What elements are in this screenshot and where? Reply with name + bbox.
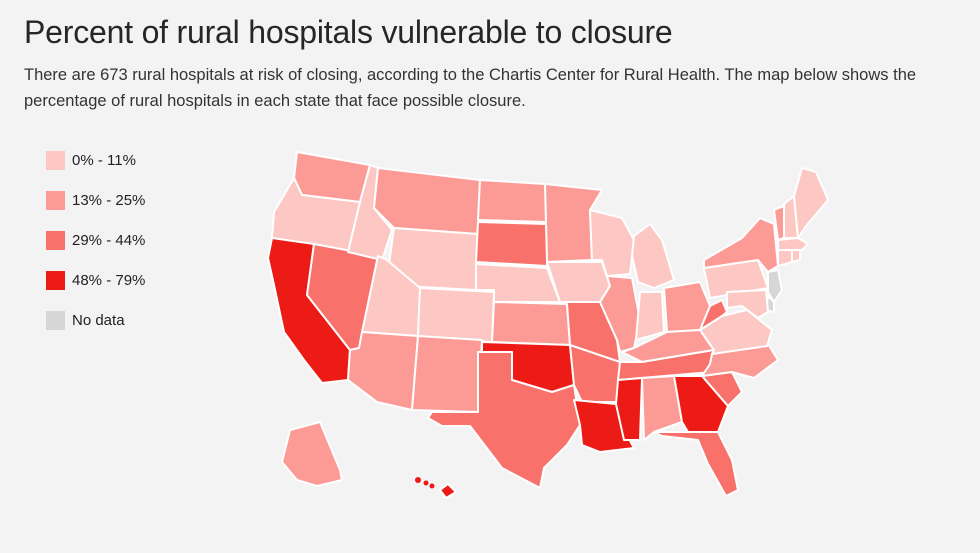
choropleth-map [222,140,842,510]
state-alaska [281,421,343,487]
legend: 0% - 11% 13% - 25% 29% - 44% 48% - 79% No da… [46,140,145,340]
state-michigan [631,223,675,289]
state-new-jersey [767,269,783,303]
state-hawaii [439,483,457,499]
state-texas [427,351,581,489]
legend-item: 0% - 11% [46,140,145,180]
state-colorado [417,287,495,343]
state-illinois [599,275,641,353]
state-connecticut [777,249,793,267]
legend-swatch [46,190,65,210]
legend-label: 29% - 44% [72,231,146,249]
legend-label: 13% - 25% [72,191,146,209]
legend-item: 48% - 79% [46,260,145,300]
state-south-dakota [475,221,548,267]
state-hawaii-island [423,480,429,486]
state-hawaii-island [415,477,421,483]
state-hawaii-island [429,483,435,489]
state-maryland [726,289,769,319]
state-kansas [491,301,571,346]
state-new-mexico [411,335,483,413]
legend-item: 29% - 44% [46,220,145,260]
legend-item: 13% - 25% [46,180,145,220]
state-alabama [641,375,683,441]
state-wisconsin [589,209,635,277]
state-indiana [635,291,665,341]
state-west-virginia [699,299,728,331]
legend-item: No data [46,300,145,340]
legend-swatch [46,310,65,330]
state-virginia [699,309,773,355]
page-title: Percent of rural hospitals vulnerable to… [24,14,673,50]
legend-label: 48% - 79% [72,271,146,289]
state-florida [653,431,739,497]
state-maine [793,167,829,239]
state-mississippi [615,377,643,441]
page-subtitle: There are 673 rural hospitals at risk of… [24,66,917,110]
state-north-dakota [477,179,548,223]
legend-swatch [46,270,65,290]
legend-swatch [46,230,65,250]
legend-label: 0% - 11% [72,151,136,169]
state-rhode-island [791,249,801,263]
state-massachusetts [777,237,809,251]
legend-label: No data [72,311,125,329]
state-montana [373,167,481,235]
legend-swatch [46,150,65,170]
